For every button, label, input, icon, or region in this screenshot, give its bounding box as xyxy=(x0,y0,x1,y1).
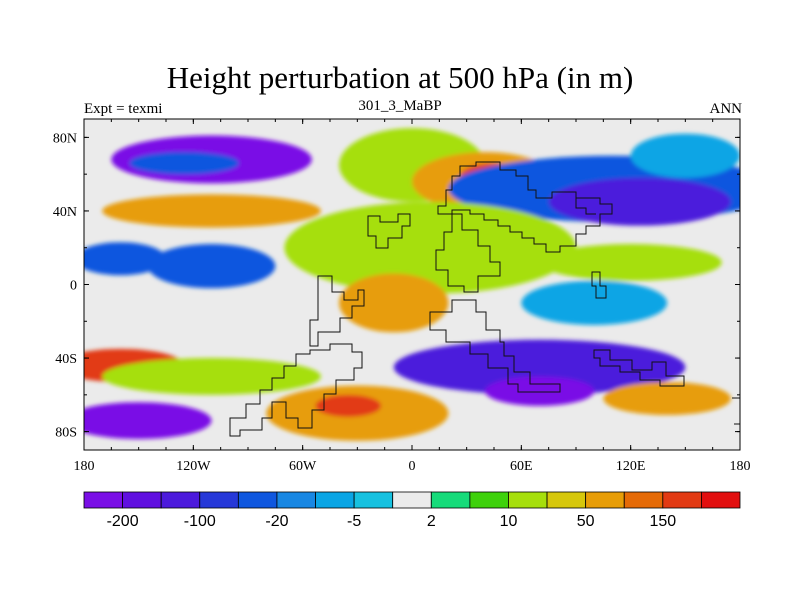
north-america-outline xyxy=(435,213,501,293)
season-label: ANN xyxy=(709,101,743,117)
field-region xyxy=(315,394,382,417)
y-tick-label: 80N xyxy=(53,131,77,146)
field-region xyxy=(102,194,321,228)
colorbar-swatch xyxy=(623,491,664,509)
coast-fragment xyxy=(575,198,596,215)
greenland-outline xyxy=(367,213,411,249)
field-region xyxy=(147,244,276,289)
colorbar-swatch xyxy=(469,491,509,509)
field-region xyxy=(603,381,731,416)
field-region xyxy=(84,402,212,439)
colorbar-swatch xyxy=(353,491,394,509)
x-tick-label: 120E xyxy=(616,459,646,474)
x-tick-label: 180 xyxy=(74,459,95,474)
experiment-label: Expt = texmi xyxy=(84,101,163,117)
x-tick-label: 60E xyxy=(510,459,533,474)
antarctica-outline xyxy=(593,349,685,387)
colorbar-label: -100 xyxy=(184,513,216,530)
field-region xyxy=(393,339,686,395)
colorbar-label: -200 xyxy=(107,513,139,530)
colorbar-swatch xyxy=(508,491,548,509)
field-region xyxy=(84,242,166,276)
colorbar-label: 10 xyxy=(500,513,518,530)
colorbar-swatch xyxy=(315,491,355,509)
x-tick-label: 180 xyxy=(730,459,751,474)
colorbar-swatch xyxy=(392,491,432,509)
colorbar-swatch xyxy=(160,491,201,509)
colorbar-label: -5 xyxy=(347,513,361,530)
x-tick-label: 0 xyxy=(409,459,416,474)
field-region xyxy=(129,152,239,175)
field-region xyxy=(284,201,576,294)
y-tick-label: 40N xyxy=(53,205,77,220)
colorbar-swatch xyxy=(546,491,587,509)
colorbar-label: 2 xyxy=(427,513,436,530)
map-field xyxy=(84,119,740,450)
colorbar-swatch xyxy=(199,491,239,509)
plot-title: Height perturbation at 500 hPa (in m) xyxy=(166,60,634,95)
colorbar-swatch xyxy=(430,491,471,509)
y-tick-label: 80S xyxy=(55,426,77,441)
run-label: 301_3_MaBP xyxy=(358,98,442,114)
y-tick-label: 0 xyxy=(70,279,77,294)
field-region xyxy=(484,376,595,406)
colorbar-swatch xyxy=(662,491,702,509)
y-tick-label: 40S xyxy=(55,352,77,367)
colorbar-swatch xyxy=(122,491,162,509)
colorbar-label: 50 xyxy=(577,513,595,530)
field-region xyxy=(339,273,449,333)
field-region xyxy=(521,280,668,325)
colorbar: -200 -100 -20 -5 2 10 50 150 xyxy=(83,491,741,530)
colorbar-swatch xyxy=(276,491,316,509)
south-america-outline xyxy=(429,299,561,393)
x-axis: 180 120W 60W 0 60E 120E 180 xyxy=(74,119,751,474)
coast-fragment-2 xyxy=(732,397,740,425)
field-region xyxy=(539,244,722,281)
colorbar-label: 150 xyxy=(649,513,676,530)
colorbar-swatch xyxy=(237,491,278,509)
colorbar-swatch xyxy=(701,491,741,509)
y-axis: 80N 40N 0 40S 80S xyxy=(53,131,740,441)
coastlines xyxy=(229,161,740,437)
field-region xyxy=(102,358,321,395)
eurasia-outline xyxy=(437,161,613,253)
colorbar-swatch xyxy=(83,491,123,509)
field-region xyxy=(630,133,740,178)
x-tick-label: 120W xyxy=(176,459,211,474)
colorbar-label: -20 xyxy=(265,513,288,530)
island-outline xyxy=(591,271,607,299)
x-tick-label: 60W xyxy=(289,459,317,474)
australia-outline xyxy=(229,343,363,437)
colorbar-swatch xyxy=(585,491,625,509)
africa-outline xyxy=(309,275,365,347)
